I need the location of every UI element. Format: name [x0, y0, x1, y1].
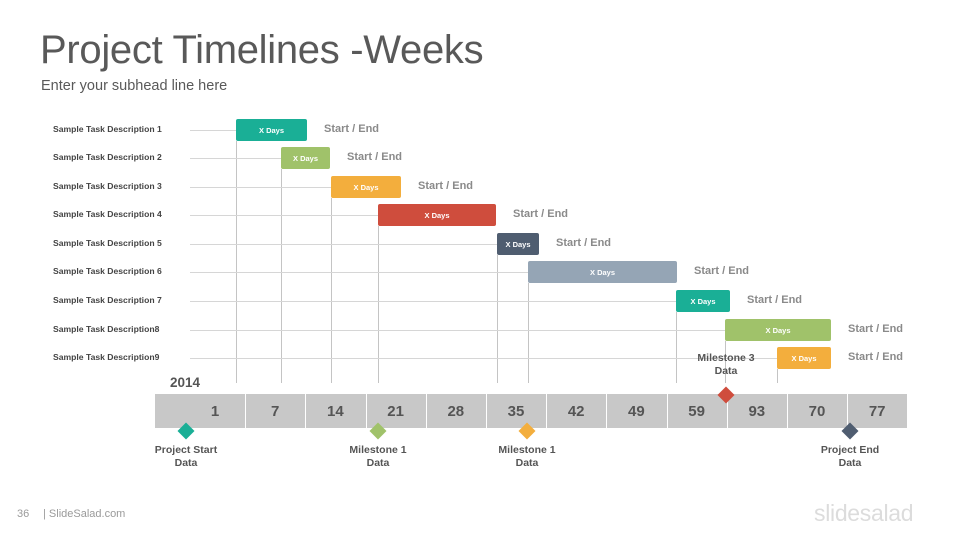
week-separator: [305, 394, 307, 428]
week-label: 42: [567, 402, 585, 420]
task-start-end-label: Start / End: [513, 208, 569, 220]
week-label: 77: [868, 402, 886, 420]
week-separator: [847, 394, 849, 428]
week-separator: [425, 394, 427, 428]
task-bar[interactable]: X Days: [281, 147, 330, 169]
task-bar[interactable]: X Days: [528, 261, 677, 283]
task-bar[interactable]: X Days: [777, 347, 831, 369]
milestone-label-line1: Milestone 1: [349, 444, 407, 456]
task-dropline: [236, 141, 237, 383]
task-label: Sample Task Description 7: [53, 295, 162, 305]
task-start-end-label: Start / End: [848, 351, 904, 363]
task-start-end-label: Start / End: [324, 123, 380, 135]
task-gridline: [190, 301, 676, 302]
page-number: 36: [17, 508, 30, 520]
milestone-label-line2: Data: [714, 365, 738, 377]
week-separator: [606, 394, 608, 428]
week-separator: [666, 394, 668, 428]
week-label: 93: [748, 402, 766, 420]
task-bar[interactable]: X Days: [236, 119, 307, 141]
milestone-label-line2: Data: [515, 457, 539, 469]
task-start-end-label: Start / End: [747, 294, 803, 306]
milestone-label-line2: Data: [174, 457, 198, 469]
milestone-label: Project Start Data: [141, 444, 231, 470]
task-label: Sample Task Description 3: [53, 181, 162, 191]
milestone-label-line2: Data: [838, 457, 862, 469]
task-dropline: [281, 169, 282, 383]
task-bar[interactable]: X Days: [676, 290, 730, 312]
task-gridline: [190, 215, 378, 216]
task-bar[interactable]: X Days: [378, 204, 496, 226]
page-subtitle: Enter your subhead line here: [41, 78, 228, 94]
brand-logo: slidesalad: [814, 500, 914, 526]
task-gridline: [190, 187, 331, 188]
week-label: 28: [447, 402, 465, 420]
task-gridline: [190, 358, 777, 359]
milestone-label-line1: Milestone 1: [498, 444, 556, 456]
task-label: Sample Task Description 2: [53, 152, 162, 162]
task-dropline: [777, 369, 778, 383]
task-dropline: [725, 341, 726, 383]
week-label: 7: [271, 402, 280, 420]
milestone-label: Project End Data: [805, 444, 895, 470]
milestone-label: Milestone 3 Data: [681, 352, 771, 378]
task-bar[interactable]: X Days: [497, 233, 539, 255]
week-separator: [546, 394, 548, 428]
week-separator: [245, 394, 247, 428]
task-gridline: [190, 158, 281, 159]
milestone-label-line1: Milestone 3: [697, 352, 755, 364]
task-label: Sample Task Description 5: [53, 238, 162, 248]
task-dropline: [331, 198, 332, 383]
week-separator: [787, 394, 788, 428]
week-label: 14: [327, 402, 344, 420]
task-dropline: [676, 312, 677, 383]
task-gridline: [190, 244, 497, 245]
task-gridline: [190, 272, 528, 273]
task-start-end-label: Start / End: [694, 265, 750, 277]
page-title: Project Timelines -Weeks: [40, 28, 484, 72]
task-label: Sample Task Description 6: [53, 266, 162, 276]
week-separator: [365, 394, 367, 428]
week-separator: [486, 394, 487, 428]
milestone-label-line2: Data: [366, 457, 390, 469]
footer-site: | SlideSalad.com: [43, 508, 126, 520]
task-dropline: [378, 226, 379, 383]
task-start-end-label: Start / End: [556, 237, 612, 249]
week-label: 1: [210, 402, 220, 420]
task-start-end-label: Start / End: [347, 151, 403, 163]
milestone-label: Milestone 1 Data: [482, 444, 572, 470]
task-dropline: [528, 283, 529, 383]
milestone-label-line1: Project End: [820, 444, 880, 456]
week-separator: [726, 394, 728, 428]
week-label: 70: [808, 402, 826, 420]
task-label: Sample Task Description 4: [53, 209, 162, 219]
week-label: 59: [688, 402, 705, 420]
task-gridline: [190, 330, 725, 331]
week-axis: [155, 394, 907, 428]
task-bar[interactable]: X Days: [725, 319, 831, 341]
task-label: Sample Task Description9: [53, 352, 160, 362]
task-gridline: [190, 130, 236, 131]
week-label: 49: [628, 402, 645, 420]
milestone-label-line1: Project Start: [154, 444, 218, 456]
task-label: Sample Task Description 1: [53, 124, 162, 134]
task-bar[interactable]: X Days: [331, 176, 401, 198]
task-start-end-label: Start / End: [418, 180, 474, 192]
timeline-year: 2014: [170, 375, 201, 390]
task-label: Sample Task Description8: [53, 324, 160, 334]
week-label: 35: [507, 402, 525, 420]
task-start-end-label: Start / End: [848, 323, 904, 335]
task-dropline: [497, 255, 498, 383]
milestone-label: Milestone 1 Data: [333, 444, 423, 470]
week-label: 21: [387, 402, 404, 420]
